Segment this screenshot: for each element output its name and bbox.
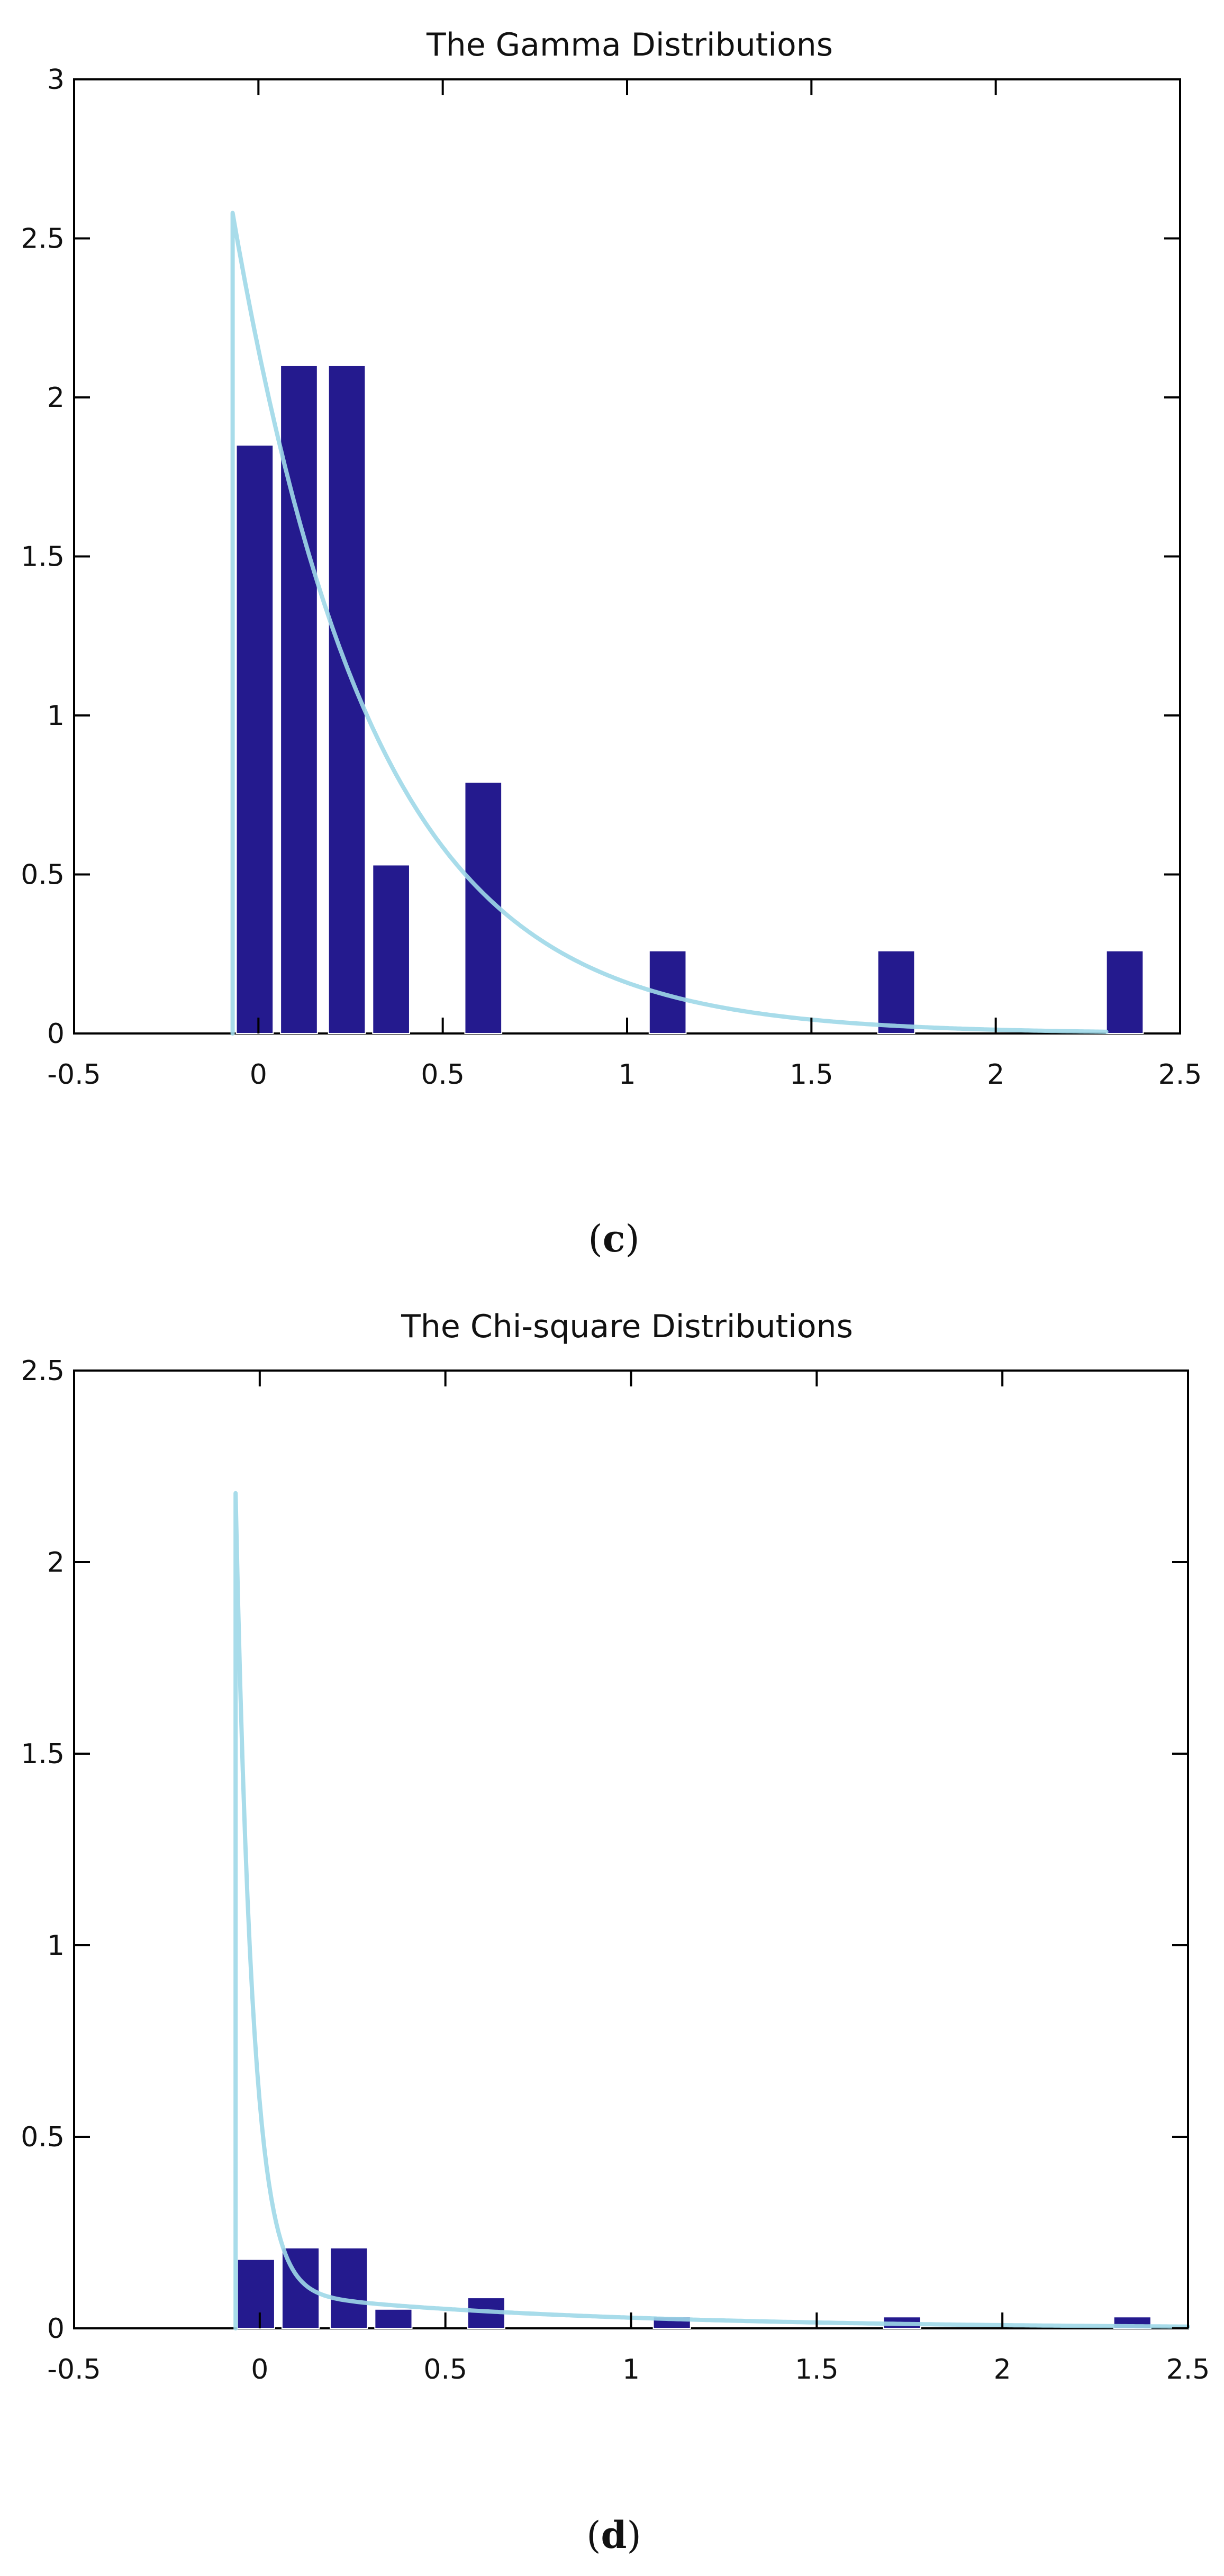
chi-square-x-tick-label: 2.5 — [1166, 2354, 1210, 2385]
gamma-plot-area: -0.5 0 0.5 1 1.5 2 2.5 0 0.5 1 1.5 2 2.5 3 — [21, 64, 1202, 1091]
caption-letter: d — [601, 2513, 627, 2557]
chi-square-x-tick-label: -0.5 — [47, 2354, 101, 2385]
caption-close-paren: ) — [625, 1217, 639, 1260]
gamma-bar — [1105, 950, 1144, 1034]
chi-square-bar — [237, 2258, 275, 2329]
gamma-y-tick-label: 2 — [47, 382, 65, 414]
gamma-bar — [235, 445, 274, 1034]
gamma-fit-curve — [230, 211, 1109, 1036]
gamma-x-tick-label: 0.5 — [421, 1059, 465, 1091]
gamma-y-tick-label: 3 — [47, 64, 65, 96]
gamma-chart-title: The Gamma Distributions — [426, 26, 833, 64]
chi-square-x-tick-label: 1 — [622, 2354, 640, 2385]
caption-close-paren: ) — [627, 2514, 641, 2557]
chi-square-fit-curve — [233, 1491, 1190, 2330]
chi-square-bar — [374, 2308, 413, 2329]
gamma-caption: (c) — [588, 1217, 639, 1260]
chi-square-y-tick-label: 2 — [47, 1547, 65, 1579]
chi-square-chart-title: The Chi-square Distributions — [401, 1308, 853, 1345]
chi-square-distribution-panel: The Chi-square Distributions -0.5 0 0.5 1 1.… — [21, 1308, 1210, 2557]
chi-square-bar — [330, 2247, 368, 2329]
chi-square-y-tick-label: 2.5 — [21, 1355, 65, 1387]
gamma-x-tick-label: 2 — [987, 1059, 1004, 1091]
caption-open-paren: ( — [588, 1217, 602, 1260]
chi-square-y-tick-label: 1 — [47, 1930, 65, 1962]
caption-open-paren: ( — [586, 2514, 601, 2557]
gamma-y-tick-label: 0.5 — [21, 859, 65, 891]
gamma-x-tick-label: 1.5 — [790, 1059, 833, 1091]
chi-square-x-tick-label: 1.5 — [795, 2354, 839, 2385]
chi-square-caption: (d) — [586, 2513, 641, 2557]
chi-square-y-tick-label: 0.5 — [21, 2121, 65, 2153]
gamma-distribution-panel: The Gamma Distributions -0.5 0 0.5 1 1.5 2 2.5… — [21, 26, 1202, 1260]
gamma-bar — [877, 950, 915, 1034]
chi-square-axes-frame — [73, 1369, 1189, 2329]
gamma-y-tick-label: 0 — [47, 1018, 65, 1050]
gamma-y-tick-label: 1 — [47, 700, 65, 732]
chi-square-plot-area: -0.5 0 0.5 1 1.5 2 2.5 0 0.5 1 1.5 2 2.5 — [21, 1355, 1210, 2385]
caption-letter: c — [603, 1217, 625, 1260]
gamma-y-tick-label: 1.5 — [21, 541, 65, 573]
gamma-x-tick-label: 2.5 — [1158, 1059, 1202, 1091]
gamma-x-tick-label: 0 — [250, 1059, 267, 1091]
chi-square-x-tick-label: 2 — [994, 2354, 1011, 2385]
chi-square-y-tick-label: 1.5 — [21, 1738, 65, 1770]
gamma-x-tick-label: -0.5 — [47, 1059, 101, 1091]
gamma-bar — [280, 365, 318, 1034]
gamma-x-tick-label: 1 — [618, 1059, 636, 1091]
gamma-y-tick-label: 2.5 — [21, 223, 65, 255]
chi-square-x-tick-label: 0.5 — [423, 2354, 467, 2385]
chi-square-x-tick-label: 0 — [251, 2354, 268, 2385]
chi-square-y-tick-label: 0 — [47, 2313, 65, 2345]
gamma-bar — [372, 864, 410, 1034]
